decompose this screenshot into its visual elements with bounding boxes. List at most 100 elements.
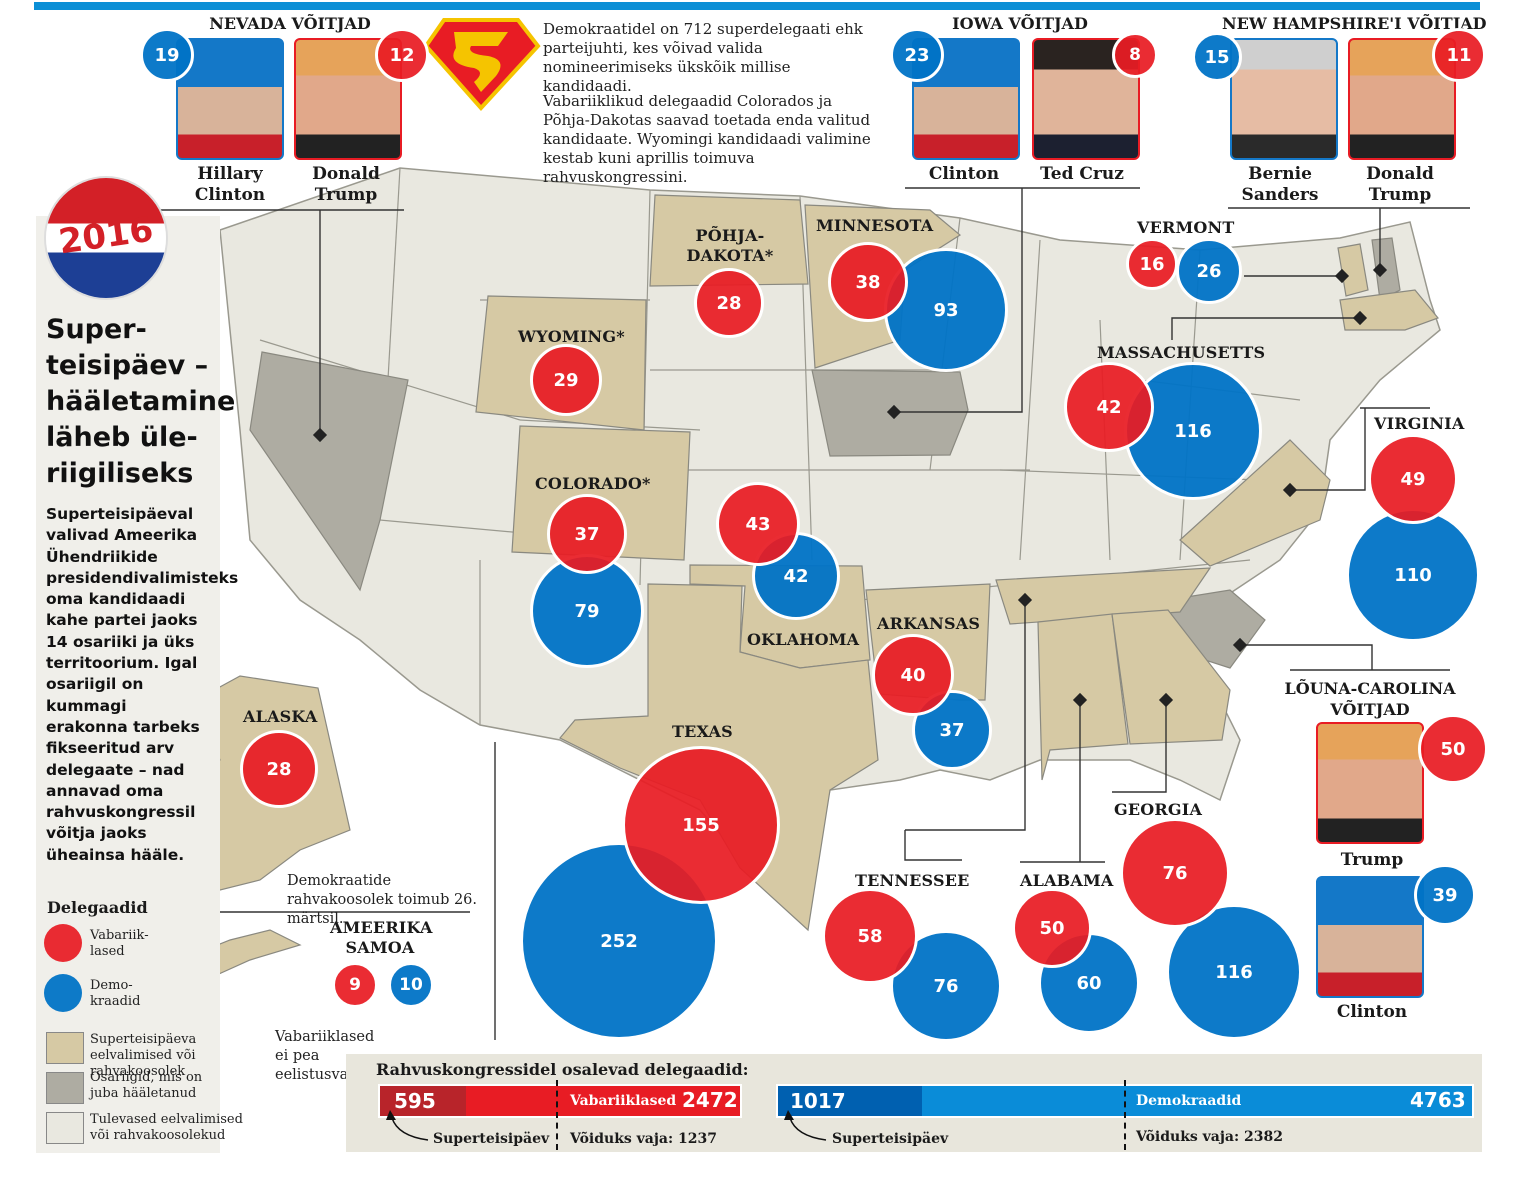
oklahoma-dem: 42 [752, 532, 840, 620]
sc-trump-name: Trump [1340, 850, 1404, 870]
label-oklahoma: OKLAHOMA [747, 630, 860, 649]
nevada-right-name: Donald Trump [312, 164, 380, 205]
label-wyoming: WYOMING* [518, 327, 625, 346]
label-virginia: VIRGINIA [1374, 414, 1465, 433]
dem-need: Võiduks vaja: 2382 [1136, 1129, 1284, 1145]
badge-text: 2016 [56, 209, 156, 263]
bars-title: Rahvuskongressidel osalevad delegaadid: [376, 1060, 749, 1079]
nevada-winners-title: NEVADA VÕITJAD [209, 14, 371, 33]
legend-light-swatch [46, 1112, 84, 1144]
legend-rep-text: Vabariik-lased [90, 928, 149, 959]
iowa-left-name: Clinton [928, 164, 1000, 184]
legend-title: Delegaadid [47, 898, 148, 917]
legend-dem-text: Demo-kraadid [90, 978, 141, 1009]
north-dakota-shape [649, 194, 809, 287]
clinton-photo-sc [1316, 876, 1424, 998]
minnesota-rep: 38 [828, 242, 908, 322]
legend-rep-dot [44, 924, 82, 962]
minnesota-dem: 93 [884, 248, 1008, 372]
samoa-dem-note: Demokraatide rahvakoosolek toimub 26. mä… [287, 873, 478, 927]
dem-super-segment: 1017 [778, 1086, 922, 1116]
nh-right-name: Donald Trump [1366, 164, 1434, 205]
arkansas-rep: 40 [872, 634, 954, 716]
iowa-clinton-votes: 23 [890, 28, 944, 82]
label-arkansas: ARKANSAS [877, 614, 981, 633]
label-colorado: COLORADO* [535, 474, 651, 493]
virginia-shape [1179, 439, 1331, 567]
label-alaska: ALASKA [243, 707, 318, 726]
alabama-rep: 50 [1012, 888, 1092, 968]
sc-clinton-name: Clinton [1336, 1002, 1408, 1022]
pohja-dakota-rep: 28 [694, 268, 764, 338]
rep-label: Vabariiklased [570, 1093, 677, 1109]
dem-arrow-label: Superteisipäev [832, 1131, 949, 1147]
georgia-shape [1111, 609, 1231, 745]
label-massachusetts: MASSACHUSETTS [1097, 343, 1266, 362]
legend-gray-text: Osariigid, mis on juba hääletanud [90, 1070, 203, 1101]
nevada-clinton-votes: 19 [140, 28, 194, 82]
legend-tan-text: Superteisipäeva eelvalimised või rahvako… [90, 1032, 197, 1079]
nevada-shape [249, 351, 409, 592]
nevada-trump-votes: 12 [375, 28, 429, 82]
sanders-photo-nh [1230, 38, 1338, 160]
top-accent-bar [34, 2, 1480, 10]
iowa-cruz-votes: 8 [1112, 32, 1158, 78]
sc-clinton-votes: 39 [1414, 864, 1476, 926]
nh-left-name: Bernie Sanders [1241, 164, 1319, 205]
label-vermont: VERMONT [1137, 218, 1235, 237]
nh-winners-title: NEW HAMPSHIRE'I VÕITJAD [1222, 14, 1487, 33]
dem-total: 4763 [1410, 1088, 1466, 1112]
label-texas: TEXAS [672, 722, 733, 741]
headline: Super-teisipäev – hääletamine läheb üle-… [46, 314, 236, 489]
oklahoma-rep: 43 [716, 482, 800, 566]
superman-logo-icon [423, 18, 541, 111]
leader-dots [312, 262, 1388, 708]
label-tennessee: TENNESSEE [855, 871, 970, 890]
nh-sanders-votes: 15 [1192, 32, 1242, 82]
label-minnesota: MINNESOTA [816, 216, 934, 235]
legend-light-text: Tulevased eelvalimised või rahvakoosolek… [90, 1112, 243, 1143]
badge-2016: 2016 [46, 178, 166, 298]
rep-divider [556, 1080, 564, 1150]
colorado-rep: 37 [547, 494, 627, 574]
clinton-photo-nevada [176, 38, 284, 160]
rep-arrow-label: Superteisipäev [433, 1131, 550, 1147]
iowa-winners-title: IOWA VÕITJAD [952, 14, 1088, 33]
legend-gray-swatch [46, 1072, 84, 1104]
tennessee-shape [995, 567, 1212, 625]
iowa-right-name: Ted Cruz [1040, 164, 1124, 184]
rep-total: 2472 [682, 1088, 738, 1112]
legend-tan-swatch [46, 1032, 84, 1064]
samoa-rep: 9 [332, 962, 378, 1008]
tennessee-rep: 58 [822, 888, 918, 984]
nevada-left-name: Hillary Clinton [194, 164, 266, 205]
label-pohja-dakota: PÕHJA-DAKOTA* [686, 226, 774, 265]
alaska-rep: 28 [240, 730, 318, 808]
legend-dem-dot [44, 974, 82, 1012]
texas-rep: 155 [622, 746, 780, 904]
dem-label: Demokraadid [1136, 1093, 1242, 1109]
sc-winners-title: LÕUNA-CAROLINA VÕITJAD [1284, 679, 1456, 719]
trump-photo-sc [1316, 722, 1424, 844]
dem-divider [1124, 1080, 1132, 1150]
superdelegates-note: Demokraatidel on 712 superdelegaati ehk … [543, 20, 863, 95]
leader-lines [160, 187, 1470, 1040]
georgia-rep: 76 [1120, 818, 1230, 928]
sc-trump-votes: 50 [1418, 714, 1488, 784]
nh-trump-votes: 11 [1432, 28, 1486, 82]
label-samoa: AMEERIKA SAMOA [330, 918, 433, 957]
wyoming-rep: 29 [530, 344, 602, 416]
lede-text: Superteisipäeval valivad Ameerika Ühendr… [46, 505, 239, 864]
label-georgia: GEORGIA [1114, 800, 1203, 819]
rep-need: Võiduks vaja: 1237 [570, 1131, 718, 1147]
samoa-dem: 10 [388, 962, 434, 1008]
vermont-rep: 16 [1126, 238, 1178, 290]
republican-delegates-note: Vabariiklikud delegaadid Colorados ja Põ… [543, 92, 871, 186]
label-alabama: ALABAMA [1020, 871, 1114, 890]
vermont-dem: 26 [1176, 238, 1242, 304]
georgia-dem: 116 [1166, 904, 1302, 1040]
massachusetts-rep: 42 [1064, 362, 1154, 452]
alabama-dem: 60 [1038, 932, 1140, 1034]
virginia-dem: 110 [1346, 508, 1480, 642]
